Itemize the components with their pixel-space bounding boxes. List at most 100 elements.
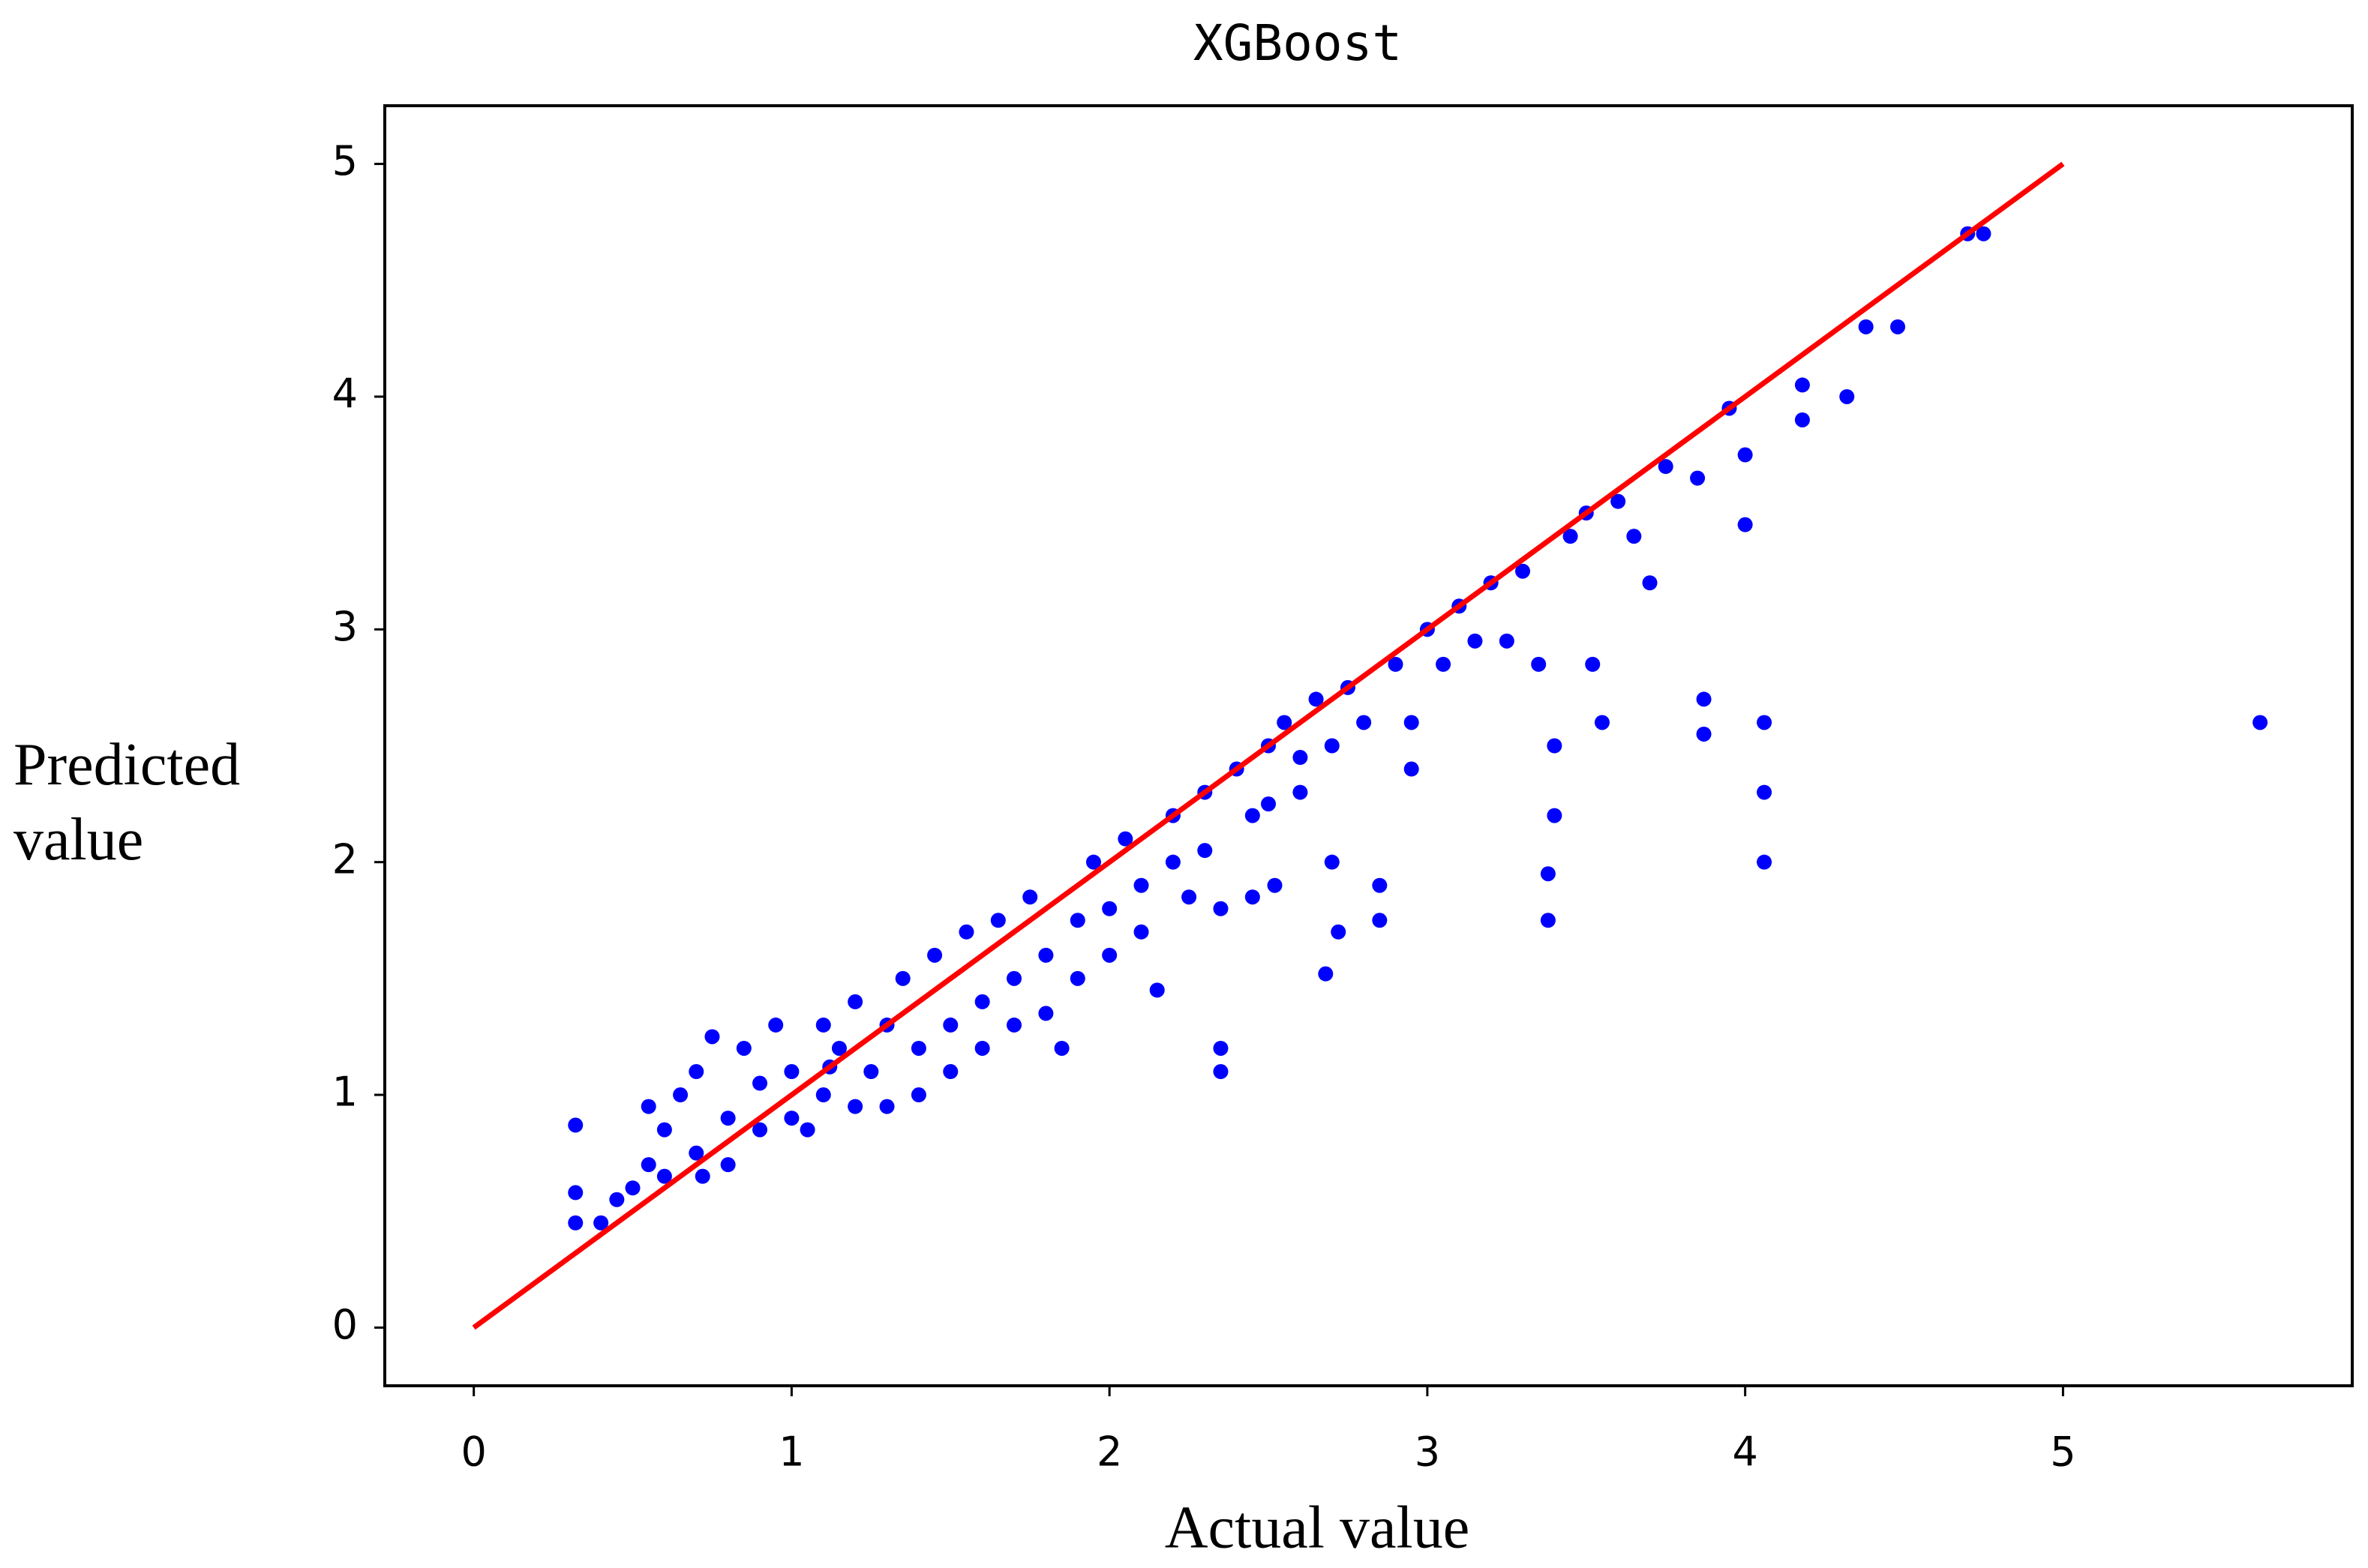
data-point bbox=[1149, 982, 1165, 998]
data-point bbox=[1038, 947, 1054, 963]
data-point bbox=[1318, 966, 1334, 982]
data-point bbox=[1261, 796, 1277, 812]
data-point bbox=[974, 1040, 990, 1056]
data-point bbox=[1197, 843, 1213, 859]
data-point bbox=[784, 1111, 800, 1126]
data-point bbox=[1757, 854, 1772, 870]
data-point bbox=[1594, 715, 1610, 730]
data-point bbox=[1757, 784, 1772, 800]
data-point bbox=[1324, 738, 1340, 754]
data-point bbox=[943, 1017, 959, 1033]
data-point bbox=[1626, 529, 1642, 544]
data-point bbox=[720, 1157, 736, 1173]
data-point bbox=[752, 1122, 768, 1138]
y-tick-label: 4 bbox=[332, 370, 358, 418]
data-point bbox=[1292, 750, 1308, 766]
data-point bbox=[1547, 808, 1562, 823]
data-point bbox=[1213, 1040, 1229, 1056]
data-point bbox=[1085, 854, 1101, 870]
data-point bbox=[1213, 901, 1229, 916]
data-point bbox=[1324, 854, 1340, 870]
x-axis-label: Actual value bbox=[1165, 1495, 1469, 1561]
data-point bbox=[568, 1215, 584, 1231]
plot-frame bbox=[383, 104, 2354, 1387]
data-point bbox=[1794, 412, 1810, 427]
data-point bbox=[1696, 691, 1712, 707]
x-tick-label: 3 bbox=[1415, 1429, 1440, 1476]
data-point bbox=[1070, 913, 1085, 928]
data-point bbox=[720, 1111, 736, 1126]
chart-title: XGBoost bbox=[1193, 14, 1402, 72]
data-point bbox=[1890, 319, 1906, 334]
data-point bbox=[1308, 691, 1324, 707]
data-point bbox=[895, 970, 911, 986]
data-point bbox=[927, 947, 943, 963]
data-point bbox=[593, 1215, 609, 1231]
data-point bbox=[695, 1168, 710, 1184]
data-point bbox=[1696, 726, 1712, 742]
data-point bbox=[1436, 656, 1451, 672]
data-point bbox=[1585, 656, 1601, 672]
data-point bbox=[784, 1064, 800, 1080]
data-point bbox=[848, 994, 863, 1009]
data-point bbox=[673, 1087, 689, 1103]
data-point bbox=[656, 1168, 672, 1184]
data-point bbox=[656, 1122, 672, 1138]
y-tick-label: 0 bbox=[332, 1301, 358, 1348]
data-point bbox=[1690, 470, 1706, 486]
data-point bbox=[848, 1099, 863, 1114]
data-point bbox=[1292, 784, 1308, 800]
data-point bbox=[1839, 388, 1855, 404]
data-point bbox=[1372, 913, 1388, 928]
data-point bbox=[1213, 1064, 1229, 1080]
data-point bbox=[768, 1017, 784, 1033]
data-point bbox=[1007, 970, 1022, 986]
data-point bbox=[1642, 575, 1658, 591]
data-point bbox=[1022, 889, 1038, 905]
data-point bbox=[1467, 633, 1483, 649]
data-point bbox=[2252, 715, 2268, 730]
data-point bbox=[1277, 715, 1292, 730]
data-point bbox=[1540, 913, 1556, 928]
data-point bbox=[568, 1117, 584, 1133]
data-point bbox=[1244, 889, 1260, 905]
data-point bbox=[1372, 877, 1388, 893]
data-point bbox=[1515, 563, 1531, 579]
data-point bbox=[1403, 761, 1419, 777]
y-axis-label: Predicted value bbox=[14, 732, 241, 873]
data-point bbox=[1181, 889, 1197, 905]
x-tick-label: 2 bbox=[1097, 1429, 1122, 1476]
data-point bbox=[736, 1040, 752, 1056]
data-point bbox=[1403, 715, 1419, 730]
data-point bbox=[625, 1180, 641, 1196]
data-point bbox=[831, 1040, 847, 1056]
data-point bbox=[1102, 901, 1118, 916]
data-point bbox=[911, 1087, 926, 1103]
data-point bbox=[815, 1017, 831, 1033]
y-tick-label: 3 bbox=[332, 603, 358, 650]
data-point bbox=[568, 1185, 584, 1201]
data-point bbox=[1388, 656, 1403, 672]
data-point bbox=[1976, 226, 1991, 241]
data-point bbox=[1102, 947, 1118, 963]
data-point bbox=[689, 1145, 704, 1161]
data-point bbox=[1547, 738, 1562, 754]
data-point bbox=[1356, 715, 1372, 730]
data-point bbox=[1054, 1040, 1070, 1056]
data-point bbox=[815, 1087, 831, 1103]
data-point bbox=[1038, 1006, 1054, 1021]
y-tick-label: 2 bbox=[332, 835, 358, 883]
data-point bbox=[1737, 517, 1753, 532]
data-point bbox=[1118, 831, 1133, 847]
x-tick-label: 1 bbox=[779, 1429, 804, 1476]
data-point bbox=[1794, 377, 1810, 393]
data-point bbox=[1133, 924, 1149, 940]
x-tick-label: 5 bbox=[2050, 1429, 2075, 1476]
data-point bbox=[1133, 877, 1149, 893]
data-point bbox=[641, 1099, 656, 1114]
data-point bbox=[1858, 319, 1874, 334]
data-point bbox=[974, 994, 990, 1009]
data-point bbox=[704, 1029, 720, 1045]
data-point bbox=[1562, 529, 1578, 544]
